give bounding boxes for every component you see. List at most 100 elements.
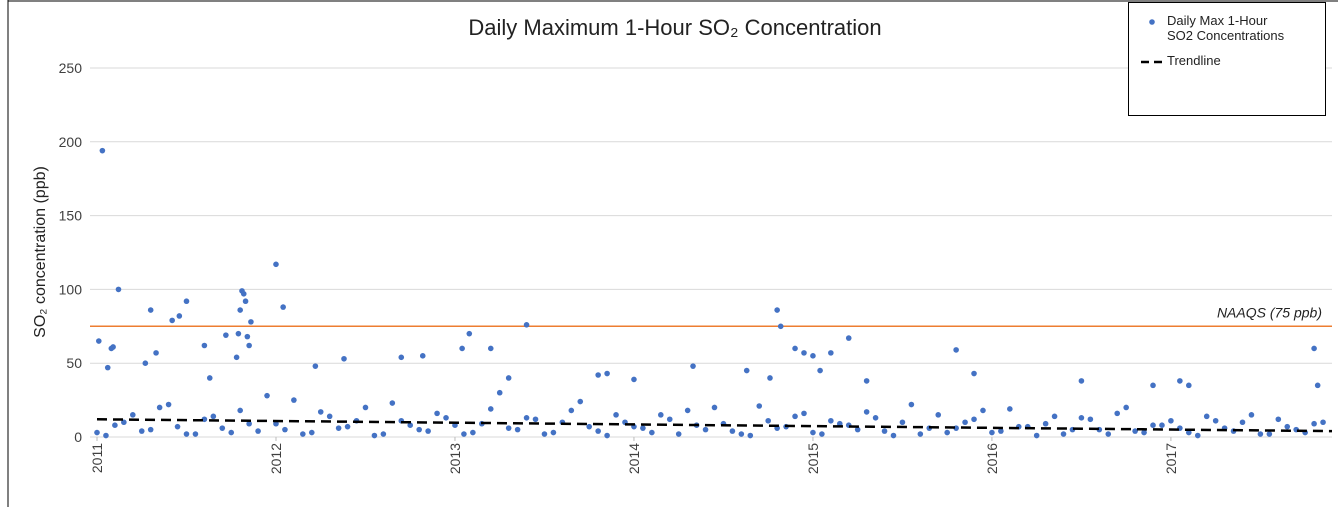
legend-symbol (1137, 13, 1167, 26)
point (523, 415, 530, 421)
point (917, 431, 924, 437)
point (244, 333, 251, 340)
point (341, 355, 347, 362)
y-axis-label: SO₂ concentration (ppb) (32, 166, 49, 338)
point (1078, 415, 1085, 421)
point (586, 423, 593, 430)
point (1168, 417, 1174, 424)
point (1186, 382, 1192, 389)
point (854, 426, 861, 433)
point (487, 406, 494, 412)
point (362, 404, 369, 411)
point (112, 422, 118, 428)
point (767, 375, 773, 381)
y-tick-label: 100 (59, 281, 83, 297)
point (380, 431, 387, 437)
point (899, 419, 906, 426)
y-tick-label: 250 (59, 60, 83, 76)
point (255, 428, 261, 434)
point (242, 298, 249, 305)
point (246, 342, 252, 349)
point (1033, 432, 1040, 439)
point (595, 428, 601, 434)
point (944, 429, 950, 436)
point (989, 429, 995, 436)
point (1275, 416, 1282, 423)
y-tick-label: 200 (59, 134, 83, 150)
chart-title: Daily Maximum 1-Hour SO₂ Concentration (468, 15, 881, 40)
point (792, 345, 798, 352)
point (514, 426, 521, 433)
legend-icon (1141, 60, 1163, 64)
point (1311, 420, 1317, 427)
point (604, 432, 610, 439)
legend-text: Daily Max 1-Hour SO2 Concentrations (1167, 13, 1285, 43)
point (223, 332, 229, 338)
point (971, 416, 977, 423)
point (416, 426, 422, 433)
point (872, 415, 879, 421)
point (532, 416, 539, 423)
point (810, 429, 816, 436)
point (103, 432, 109, 439)
point (104, 364, 111, 371)
point (147, 307, 154, 313)
point (147, 426, 154, 433)
point (425, 428, 431, 434)
point (183, 431, 190, 437)
point (246, 420, 252, 427)
point (121, 419, 127, 426)
point (201, 342, 208, 349)
point (169, 317, 175, 324)
point (729, 428, 736, 434)
point (1042, 420, 1049, 427)
point (1007, 406, 1013, 412)
point (282, 426, 288, 433)
point (434, 410, 440, 417)
point (828, 350, 834, 356)
point (240, 291, 247, 297)
point (206, 375, 213, 381)
point (237, 307, 243, 313)
point (443, 415, 449, 421)
point (192, 431, 199, 437)
point (235, 330, 242, 337)
x-tick-label: 2017 (1163, 443, 1179, 474)
legend-item: Trendline (1137, 53, 1319, 68)
point (819, 431, 825, 437)
point (1177, 378, 1183, 384)
point (828, 417, 834, 424)
point (505, 375, 512, 381)
point (115, 286, 122, 293)
point (756, 403, 763, 409)
point (684, 407, 691, 414)
point (962, 419, 968, 426)
point (228, 429, 235, 436)
legend-text: Trendline (1167, 53, 1221, 68)
point (1239, 419, 1246, 426)
point (1051, 413, 1058, 420)
point (743, 367, 750, 374)
point (523, 322, 530, 328)
x-tick-label: 2012 (268, 443, 284, 474)
point (487, 345, 494, 352)
point (273, 261, 279, 268)
legend-dot (1149, 19, 1155, 25)
x-tick-label: 2015 (805, 443, 821, 474)
point (1248, 412, 1255, 418)
point (747, 432, 754, 439)
legend: Daily Max 1-Hour SO2 Concentrations Trend… (1128, 2, 1326, 116)
point (174, 423, 181, 430)
point (738, 431, 745, 437)
point (658, 412, 664, 418)
point (595, 372, 601, 378)
point (183, 298, 190, 305)
point (156, 404, 163, 411)
point (568, 407, 575, 414)
point (1060, 431, 1067, 437)
point (1087, 416, 1094, 423)
point (176, 313, 183, 319)
point (210, 413, 217, 420)
